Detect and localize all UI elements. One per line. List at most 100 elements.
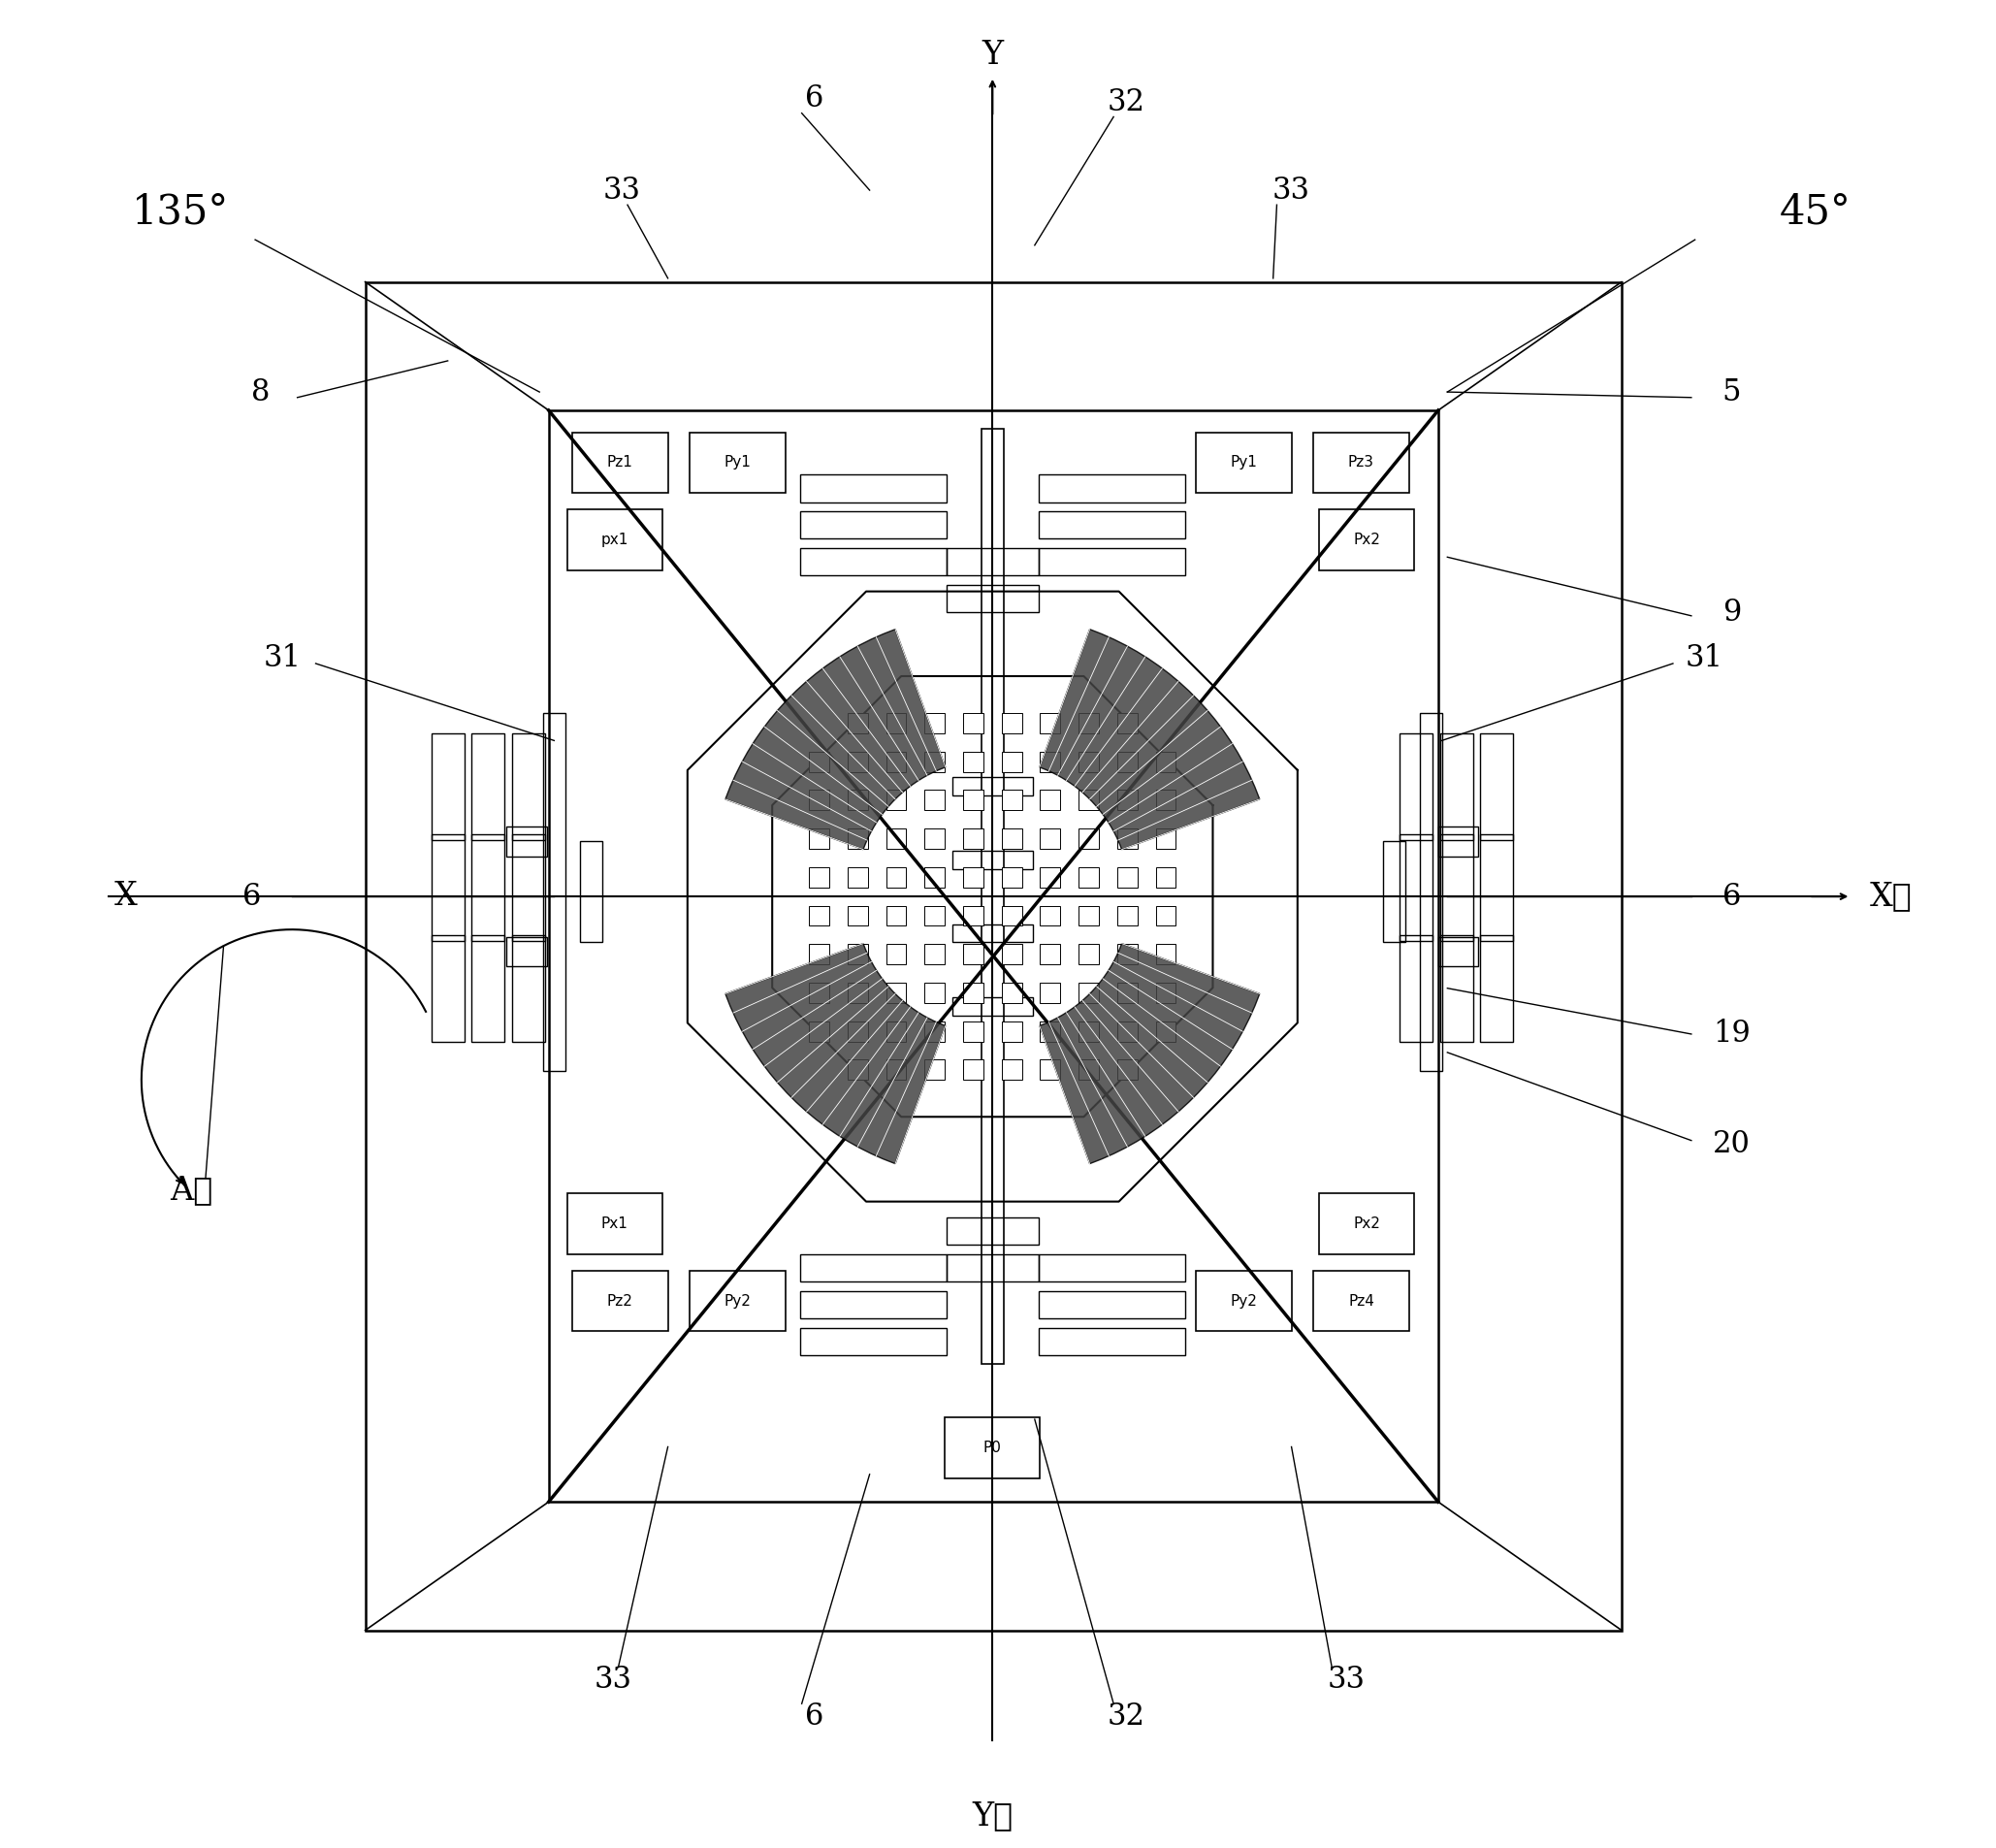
Bar	[507, 937, 547, 967]
Bar	[1118, 867, 1138, 887]
Bar	[964, 944, 984, 965]
Bar	[1156, 828, 1176, 848]
Text: Py1: Py1	[1230, 455, 1257, 469]
Bar	[924, 867, 944, 887]
Text: 19: 19	[1713, 1018, 1750, 1050]
Bar	[924, 983, 944, 1003]
Bar	[1481, 734, 1513, 839]
Bar	[1038, 1255, 1186, 1283]
Bar	[549, 410, 1439, 1502]
Bar	[1118, 1022, 1138, 1042]
Bar	[1002, 828, 1022, 848]
Bar	[691, 1271, 784, 1331]
Bar	[924, 791, 944, 809]
Bar	[1196, 432, 1291, 493]
Bar	[808, 867, 828, 887]
Bar	[886, 713, 906, 734]
Polygon shape	[725, 630, 946, 850]
Bar	[1078, 713, 1100, 734]
Bar	[1118, 752, 1138, 772]
Text: 6: 6	[804, 83, 824, 113]
Bar	[886, 828, 906, 848]
Bar	[471, 833, 505, 941]
Bar	[543, 713, 565, 1070]
Bar	[431, 935, 465, 1042]
Bar	[1118, 713, 1138, 734]
Bar	[1156, 867, 1176, 887]
Bar	[808, 906, 828, 926]
Text: 20: 20	[1713, 1129, 1750, 1159]
Bar	[946, 1218, 1038, 1246]
Bar	[946, 1255, 1038, 1283]
Bar	[848, 1059, 868, 1079]
Bar	[1002, 867, 1022, 887]
Bar	[1078, 752, 1100, 772]
Bar	[1118, 1059, 1138, 1079]
Bar	[1040, 1022, 1060, 1042]
Bar	[365, 283, 1621, 1630]
Text: 45°: 45°	[1778, 192, 1850, 233]
Bar	[964, 713, 984, 734]
Text: Py2: Py2	[1230, 1294, 1257, 1308]
Bar	[848, 713, 868, 734]
Bar	[567, 1194, 663, 1255]
Bar	[924, 906, 944, 926]
Text: Y: Y	[982, 41, 1004, 70]
Text: 8: 8	[251, 377, 269, 407]
Bar	[1118, 983, 1138, 1003]
Bar	[886, 752, 906, 772]
Bar	[1038, 547, 1186, 575]
Bar	[924, 752, 944, 772]
Bar	[1038, 512, 1186, 540]
Bar	[1399, 734, 1433, 839]
Text: 33: 33	[595, 1665, 633, 1695]
Bar	[1078, 944, 1100, 965]
Bar	[1078, 983, 1100, 1003]
Text: Px2: Px2	[1353, 532, 1379, 547]
Text: 9: 9	[1723, 597, 1741, 626]
Bar	[1040, 867, 1060, 887]
Bar	[848, 1022, 868, 1042]
Bar	[573, 432, 669, 493]
Bar	[1319, 510, 1415, 569]
Bar	[964, 1059, 984, 1079]
Bar	[952, 924, 1032, 942]
Bar	[1002, 713, 1022, 734]
Bar	[924, 1022, 944, 1042]
Bar	[800, 475, 946, 503]
Text: 31: 31	[1685, 643, 1723, 673]
Bar	[1156, 752, 1176, 772]
Bar	[1383, 841, 1405, 942]
Bar	[1078, 867, 1100, 887]
Bar	[946, 584, 1038, 612]
Text: Y轴: Y轴	[972, 1802, 1012, 1831]
Bar	[1399, 935, 1433, 1042]
Bar	[1002, 1022, 1022, 1042]
Bar	[1040, 906, 1060, 926]
Bar	[1439, 833, 1473, 941]
Bar	[1002, 1059, 1022, 1079]
Bar	[964, 906, 984, 926]
Bar	[1118, 828, 1138, 848]
Bar	[1439, 935, 1473, 1042]
Text: 33: 33	[603, 176, 641, 205]
Bar	[964, 983, 984, 1003]
Text: 32: 32	[1108, 87, 1146, 116]
Bar	[848, 983, 868, 1003]
Text: Pz1: Pz1	[607, 455, 633, 469]
Text: P0: P0	[984, 1440, 1002, 1454]
Bar	[1313, 1271, 1409, 1331]
Bar	[471, 734, 505, 839]
Bar	[471, 935, 505, 1042]
Bar	[1481, 833, 1513, 941]
Bar	[848, 828, 868, 848]
Bar	[1002, 944, 1022, 965]
Bar	[848, 906, 868, 926]
Bar	[511, 833, 545, 941]
Bar	[1319, 1194, 1415, 1255]
Bar	[848, 944, 868, 965]
Bar	[952, 778, 1032, 796]
Bar	[964, 867, 984, 887]
Bar	[964, 752, 984, 772]
Bar	[1040, 752, 1060, 772]
